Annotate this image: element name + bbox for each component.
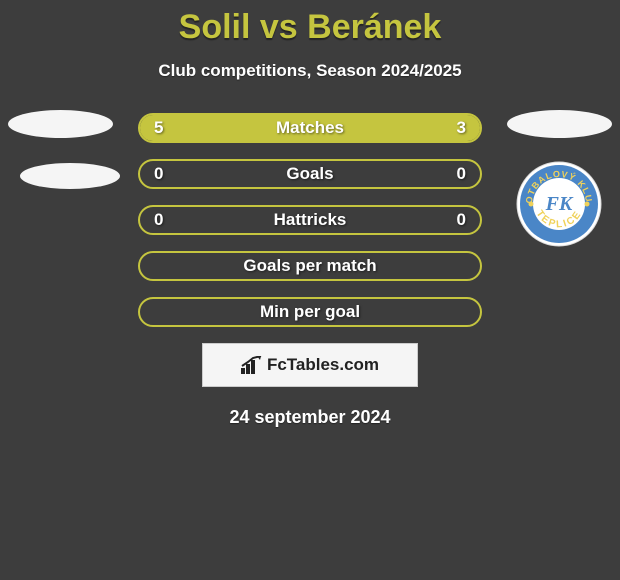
stat-value-left: 5 [154, 118, 163, 138]
stat-row-goals-per-match: Goals per match [138, 251, 482, 281]
player-left-placeholder-2 [20, 163, 120, 189]
player-right-placeholder-1 [507, 110, 612, 138]
subtitle: Club competitions, Season 2024/2025 [0, 61, 620, 81]
stat-label: Hattricks [274, 210, 347, 230]
date-label: 24 september 2024 [0, 407, 620, 428]
stat-value-right: 0 [457, 210, 466, 230]
stat-value-right: 0 [457, 164, 466, 184]
brand-logo: FcTables.com [241, 355, 379, 375]
stat-row-matches: 5 Matches 3 [138, 113, 482, 143]
stat-label: Goals [286, 164, 333, 184]
brand-text: FcTables.com [267, 355, 379, 375]
page-title: Solil vs Beránek [0, 0, 620, 47]
stat-row-hattricks: 0 Hattricks 0 [138, 205, 482, 235]
stat-label: Min per goal [260, 302, 360, 322]
player-left-placeholder-1 [8, 110, 113, 138]
club-badge-icon: FOTBALOVÝ KLUB TEPLICE FK [516, 161, 602, 247]
stat-value-left: 0 [154, 210, 163, 230]
stat-row-min-per-goal: Min per goal [138, 297, 482, 327]
club-badge: FOTBALOVÝ KLUB TEPLICE FK [516, 161, 602, 247]
stat-row-goals: 0 Goals 0 [138, 159, 482, 189]
svg-text:FK: FK [545, 193, 574, 215]
stat-value-left: 0 [154, 164, 163, 184]
stat-label: Matches [276, 118, 344, 138]
brand-logo-box: FcTables.com [202, 343, 418, 387]
comparison-panel: FOTBALOVÝ KLUB TEPLICE FK 5 Matches 3 0 … [0, 113, 620, 428]
stat-value-right: 3 [457, 118, 466, 138]
chart-icon [241, 356, 263, 374]
stat-rows: 5 Matches 3 0 Goals 0 0 Hattricks 0 Goal… [138, 113, 482, 327]
stat-label: Goals per match [243, 256, 376, 276]
